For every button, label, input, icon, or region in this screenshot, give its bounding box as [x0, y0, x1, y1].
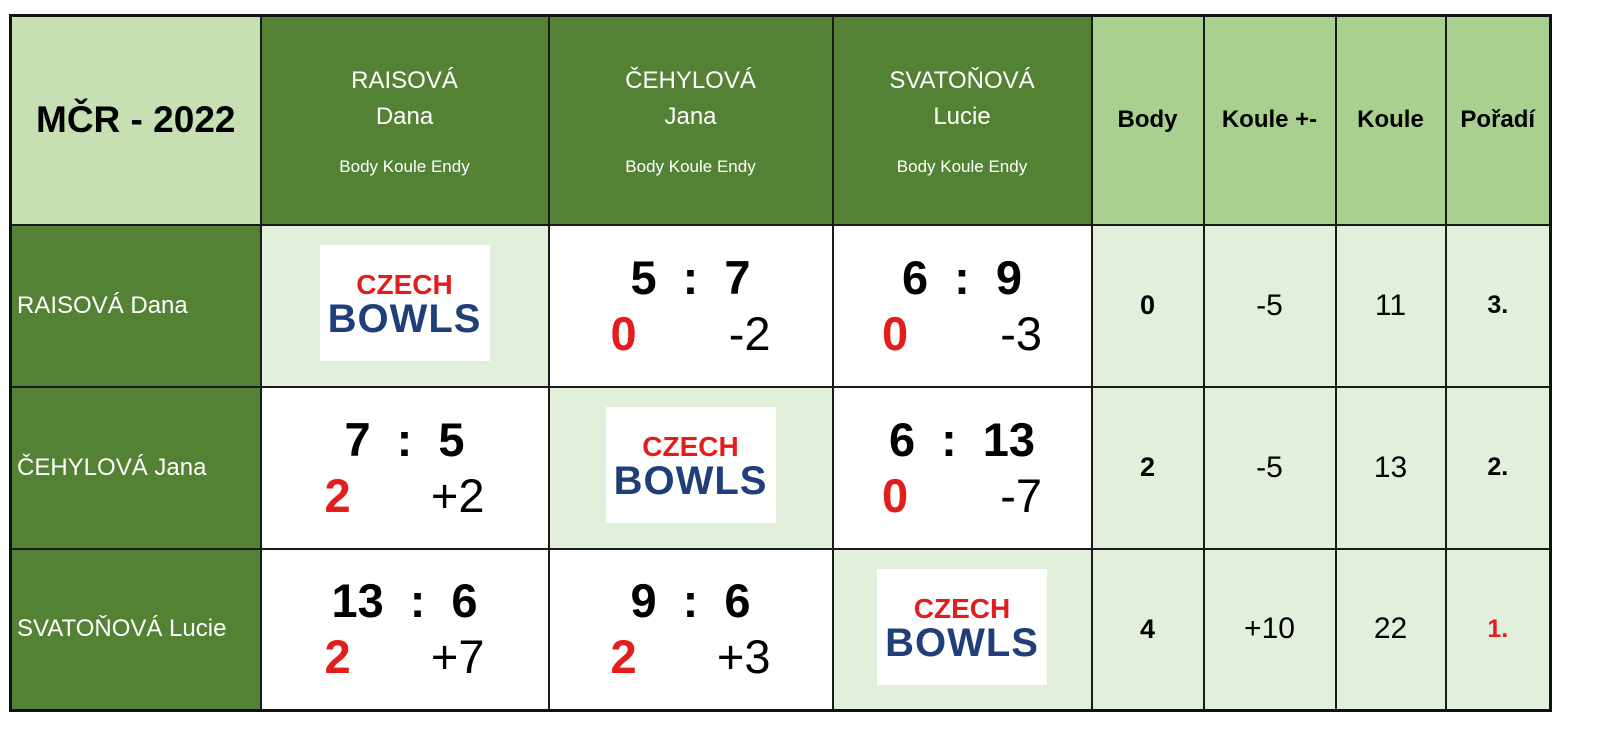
score-opponent: 9	[995, 250, 1022, 304]
score-separator: :	[682, 574, 699, 628]
logo-line-top: CZECH	[356, 269, 453, 300]
match-score: 13:6	[263, 573, 547, 629]
czech-bowls-logo: CZECH BOWLS	[877, 568, 1047, 685]
match-score: 9:6	[551, 573, 831, 629]
match-points-line: 2 +7	[263, 629, 547, 685]
bowls-difference: +3	[716, 630, 771, 684]
match-points: 2	[324, 468, 351, 522]
column-header-surname: RAISOVÁ	[351, 67, 458, 95]
row-player-name: SVATOŇOVÁ Lucie	[9, 547, 262, 712]
ranking: 2.	[1444, 385, 1552, 550]
match-points: 0	[610, 306, 637, 360]
score-separator: :	[941, 412, 957, 466]
match-result-cell: 5:7 0 -2	[547, 223, 834, 388]
score-opponent: 6	[451, 574, 478, 628]
table-row: SVATOŇOVÁ Lucie 13:6 2 +7 9:6 2 +3 CZECH BOWLS 4 +…	[9, 547, 1552, 712]
logo-line-bottom: BOWLS	[885, 620, 1039, 665]
row-player-name: ČEHYLOVÁ Jana	[9, 385, 262, 550]
header-row: MČR - 2022 RAISOVÁ Dana Body Koule Endy …	[9, 14, 1552, 226]
logo-line-bottom: BOWLS	[613, 459, 768, 503]
score-own: 5	[630, 250, 657, 304]
score-own: 6	[902, 250, 929, 304]
column-header-first-name: Lucie	[933, 103, 991, 131]
match-score: 6:9	[835, 250, 1090, 306]
column-header-first-name: Jana	[664, 103, 717, 131]
column-header-subtitle: Body Koule Endy	[625, 157, 756, 177]
self-match-cell: CZECH BOWLS	[547, 385, 834, 550]
column-header-surname: ČEHYLOVÁ	[625, 67, 756, 95]
match-score: 7:5	[263, 412, 547, 468]
match-result-cell: 13:6 2 +7	[259, 547, 550, 712]
bowls-difference: +7	[430, 630, 485, 684]
total-points: 0	[1090, 223, 1205, 388]
score-own: 6	[888, 412, 916, 466]
column-header-surname: SVATOŇOVÁ	[889, 67, 1035, 95]
match-points-line: 0 -3	[835, 306, 1090, 362]
score-opponent: 6	[724, 574, 751, 628]
header-koule: Koule	[1334, 14, 1447, 226]
match-result-cell: 9:6 2 +3	[547, 547, 834, 712]
table-title: MČR - 2022	[9, 14, 262, 226]
header-poradi: Pořadí	[1444, 14, 1552, 226]
column-header-raisova: RAISOVÁ Dana Body Koule Endy	[259, 14, 550, 226]
match-result-cell: 7:5 2 +2	[259, 385, 550, 550]
match-score: 5:7	[551, 250, 831, 306]
logo-line-bottom: BOWLS	[327, 297, 482, 341]
score-own: 9	[630, 574, 657, 628]
self-match-cell: CZECH BOWLS	[259, 223, 550, 388]
header-body: Body	[1090, 14, 1205, 226]
ranking: 1.	[1444, 547, 1552, 712]
match-result-cell: 6:13 0 -7	[831, 385, 1093, 550]
total-bowls-difference: +10	[1202, 547, 1337, 712]
bowls-difference: -2	[728, 306, 771, 360]
match-score: 6:13	[835, 412, 1090, 468]
czech-bowls-logo: CZECH BOWLS	[319, 245, 490, 361]
bowls-difference: +2	[430, 468, 485, 522]
match-points: 2	[324, 630, 351, 684]
score-separator: :	[409, 574, 426, 628]
score-own: 13	[331, 574, 384, 628]
match-points-line: 2 +2	[263, 468, 547, 524]
column-header-subtitle: Body Koule Endy	[896, 157, 1028, 177]
row-player-name: RAISOVÁ Dana	[9, 223, 262, 388]
table-row: ČEHYLOVÁ Jana 7:5 2 +2 CZECH BOWLS 6:13 0 -7 2 -5 1…	[9, 385, 1552, 550]
column-header-first-name: Dana	[375, 103, 434, 131]
match-points-line: 0 -2	[551, 306, 831, 362]
score-opponent: 5	[438, 412, 465, 466]
total-bowls-difference: -5	[1202, 385, 1337, 550]
czech-bowls-logo: CZECH BOWLS	[605, 407, 776, 523]
results-table: MČR - 2022 RAISOVÁ Dana Body Koule Endy …	[9, 14, 1552, 712]
column-header-cehylova: ČEHYLOVÁ Jana Body Koule Endy	[547, 14, 834, 226]
match-points-line: 2 +3	[551, 629, 831, 685]
score-opponent: 13	[982, 412, 1036, 466]
match-result-cell: 6:9 0 -3	[831, 223, 1093, 388]
column-header-svatonova: SVATOŇOVÁ Lucie Body Koule Endy	[831, 14, 1093, 226]
total-points: 4	[1090, 547, 1205, 712]
score-separator: :	[396, 412, 413, 466]
match-points-line: 0 -7	[835, 468, 1090, 524]
score-opponent: 7	[724, 250, 751, 304]
total-bowls: 11	[1334, 223, 1447, 388]
match-points: 0	[882, 468, 909, 522]
column-header-subtitle: Body Koule Endy	[339, 157, 470, 177]
bowls-difference: -3	[1000, 306, 1042, 360]
table-row: RAISOVÁ Dana CZECH BOWLS 5:7 0 -2 6:9 0 -3 0 -5 11 3…	[9, 223, 1552, 388]
score-own: 7	[344, 412, 371, 466]
score-separator: :	[954, 250, 970, 304]
total-bowls: 22	[1334, 547, 1447, 712]
score-separator: :	[682, 250, 699, 304]
self-match-cell: CZECH BOWLS	[831, 547, 1093, 712]
bowls-difference: -7	[1000, 468, 1042, 522]
total-bowls: 13	[1334, 385, 1447, 550]
header-koule-diff: Koule +-	[1202, 14, 1337, 226]
total-bowls-difference: -5	[1202, 223, 1337, 388]
match-points: 2	[610, 630, 637, 684]
logo-line-top: CZECH	[913, 592, 1011, 624]
logo-line-top: CZECH	[642, 431, 739, 462]
match-points: 0	[882, 306, 909, 360]
total-points: 2	[1090, 385, 1205, 550]
ranking: 3.	[1444, 223, 1552, 388]
